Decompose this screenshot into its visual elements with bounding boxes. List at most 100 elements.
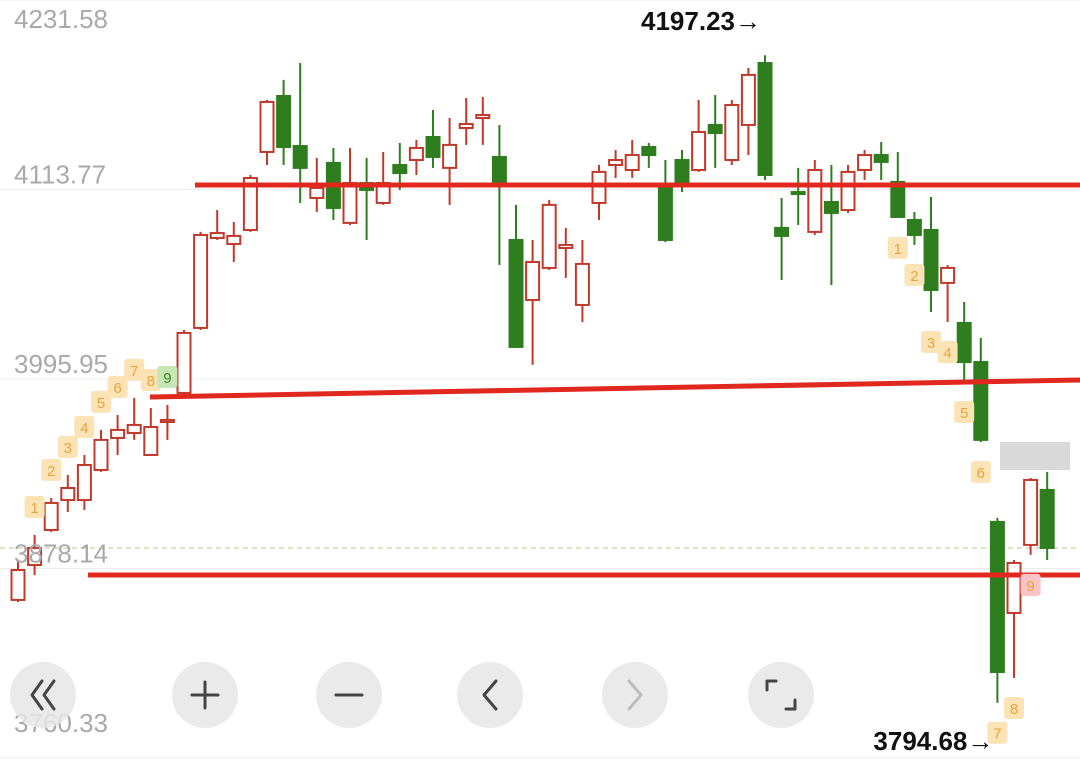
- candle-body: [10, 569, 26, 601]
- candle-body: [541, 203, 557, 269]
- candle-body: [840, 170, 856, 212]
- candle-body: [674, 159, 690, 185]
- candle-body: [342, 182, 358, 224]
- sequence-label: 4: [80, 420, 88, 437]
- sequence-badge: [1004, 696, 1024, 719]
- candle-body: [425, 136, 441, 158]
- candle-body: [525, 260, 541, 301]
- sequence-badge: [937, 340, 958, 363]
- zoom-out-button[interactable]: [316, 662, 382, 728]
- sequence-badge: [1020, 573, 1041, 596]
- sequence-label: 9: [163, 370, 171, 387]
- sequence-label: 3: [927, 335, 935, 352]
- candle-body: [1023, 478, 1039, 546]
- candle-body: [176, 331, 192, 394]
- candle-body: [989, 520, 1005, 673]
- candle-body: [923, 228, 939, 291]
- candle-body: [1006, 561, 1022, 614]
- candle-body: [93, 438, 109, 471]
- candle-body: [657, 187, 673, 241]
- sequence-badge: [921, 331, 941, 354]
- candle-body: [508, 238, 524, 348]
- sequence-label: 5: [97, 395, 105, 412]
- y-tick-label: 4113.77: [14, 159, 106, 189]
- sequence-label: 4: [943, 345, 951, 362]
- sequence-label: 5: [960, 405, 968, 422]
- sequence-badge: [74, 416, 95, 439]
- candle-body: [624, 154, 640, 171]
- candle-body: [757, 62, 773, 176]
- prev-button[interactable]: [457, 662, 523, 728]
- candle-body: [890, 180, 906, 218]
- sequence-label: 6: [113, 380, 121, 397]
- candle-body: [475, 113, 491, 120]
- candle-body: [574, 262, 590, 306]
- candle-body: [159, 418, 175, 424]
- candle-body: [807, 168, 823, 233]
- candle-body: [790, 191, 806, 196]
- candle-body: [226, 234, 242, 245]
- candle-body: [724, 104, 740, 162]
- sequence-label: 6: [977, 465, 985, 482]
- candle-body: [608, 159, 624, 166]
- extreme-annotation: 4197.23→: [641, 6, 761, 36]
- candle-body: [973, 361, 989, 441]
- candle-body: [60, 486, 76, 502]
- sequence-label: 8: [1010, 701, 1018, 718]
- candle-body: [392, 163, 408, 175]
- sequence-badge: [954, 400, 975, 423]
- sequence-label: 1: [894, 241, 902, 258]
- candle-body: [906, 219, 922, 236]
- y-tick-label: 3878.14: [14, 539, 108, 569]
- fullscreen-button[interactable]: [748, 662, 814, 728]
- sequence-badge: [904, 263, 925, 286]
- sequence-badge: [887, 236, 908, 259]
- sequence-badge: [24, 495, 45, 518]
- candle-body: [491, 155, 507, 185]
- sequence-badge: [987, 721, 1008, 744]
- extreme-annotation: 3794.68→: [873, 726, 993, 756]
- drawn-line: [149, 377, 1080, 400]
- zoom-in-button[interactable]: [172, 662, 238, 728]
- candle-body: [1039, 488, 1055, 549]
- sequence-label: 7: [993, 726, 1001, 743]
- labels: 4231.584113.773995.953878.143760.3312345…: [14, 4, 1041, 756]
- candle-body: [76, 463, 92, 502]
- sequence-badge: [41, 458, 62, 481]
- sequence-label: 1: [30, 500, 38, 517]
- candle-body: [43, 501, 59, 531]
- sequence-label: 9: [1026, 578, 1034, 595]
- candle-body: [857, 154, 873, 171]
- price-tag: [1000, 442, 1070, 470]
- candle-body: [707, 123, 723, 134]
- candle-body: [193, 233, 209, 329]
- candle-body: [691, 131, 707, 171]
- sequence-badge: [157, 365, 178, 388]
- candle-body: [442, 143, 458, 169]
- candle-body: [309, 187, 325, 199]
- candle-body: [209, 232, 225, 240]
- candle-body: [873, 154, 889, 163]
- sequence-badge: [124, 358, 145, 381]
- scroll-start-button[interactable]: [10, 662, 76, 728]
- y-tick-label: 4231.58: [14, 4, 108, 34]
- toolbar: [10, 662, 814, 728]
- candle-body: [292, 145, 308, 169]
- candle-body: [143, 426, 159, 457]
- next-button[interactable]: [602, 662, 668, 728]
- candle-body: [823, 200, 839, 214]
- candle-body: [110, 428, 126, 439]
- candle-body: [641, 145, 657, 157]
- candle-body: [126, 423, 142, 434]
- candle-body: [940, 266, 956, 284]
- sequence-badge: [970, 460, 991, 483]
- sequence-label: 8: [147, 373, 155, 390]
- candle-body: [558, 243, 574, 249]
- candle-body: [27, 546, 43, 567]
- candle-body: [458, 122, 474, 130]
- y-tick-label: 3995.95: [14, 349, 108, 379]
- sequence-badge: [140, 369, 161, 392]
- candle-body: [259, 100, 275, 153]
- candle-body: [276, 94, 292, 148]
